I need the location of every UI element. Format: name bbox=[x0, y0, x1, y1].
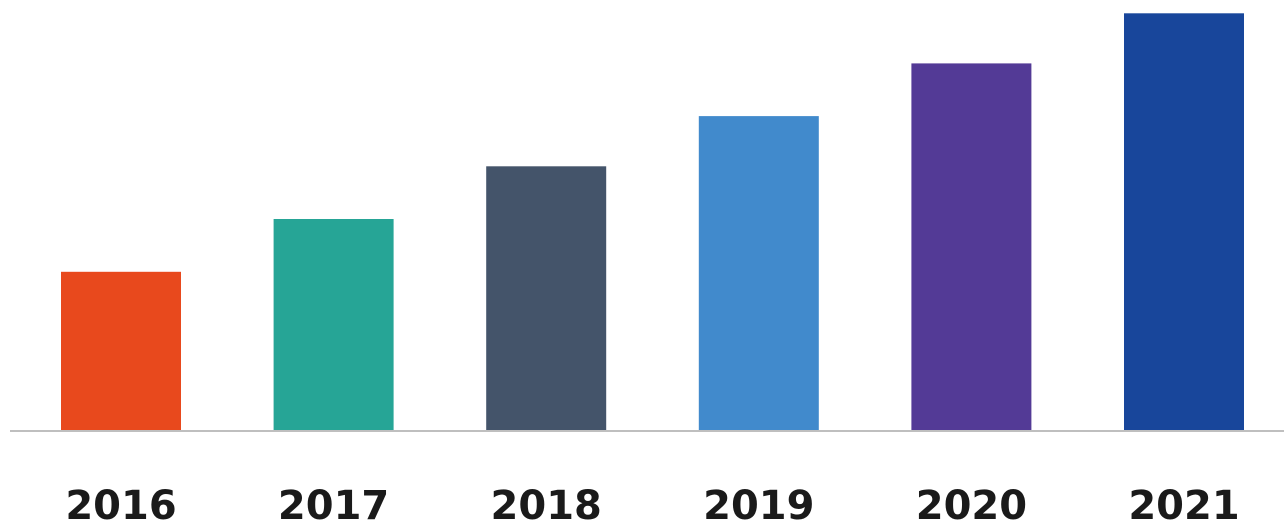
bar-2021 bbox=[1124, 13, 1244, 431]
x-tick-label-2021: 2021 bbox=[1128, 483, 1239, 527]
x-tick-label-2017: 2017 bbox=[278, 483, 389, 527]
bar-2017 bbox=[273, 219, 394, 430]
bar-2020 bbox=[911, 63, 1032, 431]
x-tick-label-2016: 2016 bbox=[65, 483, 176, 527]
bars-group bbox=[61, 13, 1244, 431]
x-tick-label-2018: 2018 bbox=[491, 483, 602, 527]
bar-2016 bbox=[61, 271, 181, 431]
bar-2018 bbox=[486, 166, 607, 431]
x-tick-label-2020: 2020 bbox=[916, 483, 1027, 527]
bar-2019 bbox=[698, 116, 819, 430]
x-tick-labels: 2016 2017 2018 2019 2020 2021 bbox=[65, 483, 1239, 527]
x-tick-label-2019: 2019 bbox=[703, 483, 814, 527]
